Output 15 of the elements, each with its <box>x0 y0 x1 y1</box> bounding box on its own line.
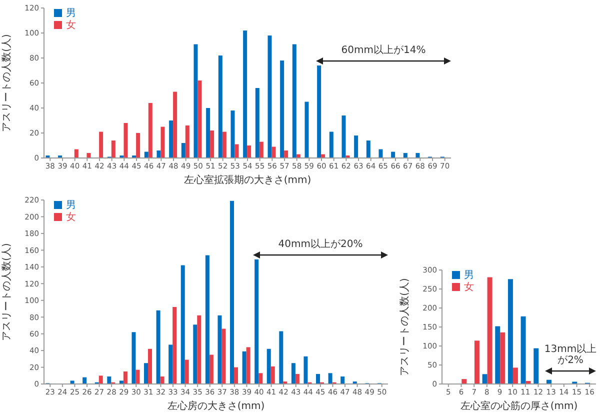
annotation: 13mm以上が2% <box>543 344 598 366</box>
legend-label: 男 <box>66 8 76 19</box>
y-axis-title: アスリートの人数(人) <box>2 34 13 132</box>
legend-label: 女 <box>66 212 76 223</box>
x-axis-title: 左心室の心筋の厚さ(mm) <box>460 400 578 412</box>
x-axis-title: 左心房の大きさ(mm) <box>167 400 265 412</box>
y-axis-title: アスリートの人数(人) <box>2 243 13 341</box>
y-axis-title: アスリートの人数(人) <box>400 278 411 376</box>
annotation: 60mm以上が14% <box>340 44 427 56</box>
legend-label: 男 <box>66 200 76 211</box>
x-axis-title: 左心室拡張期の大きさ(mm) <box>184 174 312 186</box>
legend-label: 女 <box>66 20 76 31</box>
legend-label: 女 <box>464 282 474 293</box>
legend-label: 男 <box>464 270 474 281</box>
annotation: 40mm以上が20% <box>277 238 364 250</box>
